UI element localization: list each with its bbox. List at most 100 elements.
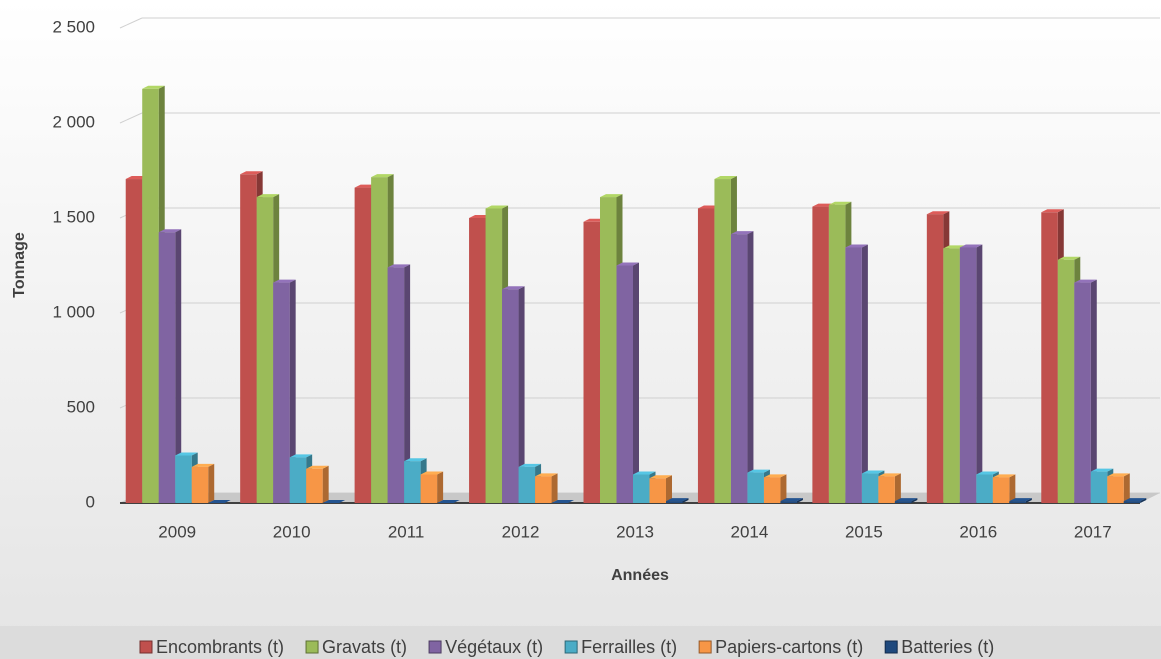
- bar: [616, 265, 633, 503]
- bar-side: [289, 279, 296, 503]
- bar-top: [142, 85, 165, 89]
- bar: [633, 474, 650, 503]
- bar-top: [437, 500, 460, 503]
- bar: [535, 476, 552, 503]
- bar-top: [747, 469, 770, 473]
- bar-top: [926, 211, 950, 215]
- bar-top: [894, 498, 918, 502]
- bar: [583, 221, 600, 504]
- bar-side: [666, 475, 672, 503]
- x-tick-label: 2016: [959, 522, 997, 541]
- bar: [992, 477, 1010, 503]
- bar-side: [208, 463, 215, 503]
- bar-side: [911, 498, 918, 503]
- bar: [125, 179, 143, 504]
- bar: [861, 473, 879, 503]
- legend-band: [0, 626, 1161, 659]
- bar: [828, 204, 846, 503]
- bar-top: [666, 498, 689, 502]
- bar: [142, 88, 159, 504]
- bar-top: [1057, 256, 1081, 260]
- bar: [1123, 501, 1141, 503]
- bar-side: [437, 471, 444, 503]
- bar-top: [780, 498, 803, 502]
- legend-swatch: [564, 640, 578, 654]
- bar: [518, 466, 536, 503]
- bar-top: [175, 452, 198, 456]
- bar: [649, 478, 666, 503]
- bar: [1041, 212, 1058, 504]
- bar: [420, 474, 438, 503]
- bar-side: [976, 244, 983, 503]
- legend-label: Papiers-cartons (t): [715, 637, 863, 657]
- bar-top: [485, 205, 509, 209]
- bar-side: [796, 498, 803, 503]
- bar: [175, 455, 192, 503]
- bar-top: [1123, 498, 1147, 502]
- bar-side: [518, 286, 525, 503]
- legend-swatch: [428, 640, 442, 654]
- bar: [1057, 259, 1075, 503]
- bar-top: [551, 500, 575, 503]
- bar-side: [551, 473, 558, 503]
- bar: [387, 267, 405, 503]
- bar-top: [992, 474, 1016, 478]
- y-tick-label: 2 000: [52, 112, 95, 131]
- bar: [959, 247, 977, 503]
- bar-side: [633, 262, 639, 503]
- bar-side: [747, 231, 754, 503]
- bar: [926, 214, 944, 503]
- bar: [1074, 282, 1091, 503]
- bar: [1107, 476, 1124, 503]
- bar: [763, 477, 781, 503]
- x-tick-label: 2015: [845, 522, 883, 541]
- bar: [943, 248, 960, 503]
- bar: [256, 197, 274, 503]
- bar: [666, 501, 683, 503]
- bar: [273, 282, 290, 503]
- bar-top: [730, 231, 754, 235]
- y-tick-label: 1 500: [52, 207, 95, 226]
- bar: [1090, 471, 1108, 503]
- bar: [240, 174, 257, 504]
- x-tick-label: 2013: [616, 522, 654, 541]
- bar-top: [1107, 473, 1130, 477]
- bar-top: [976, 471, 999, 475]
- bar: [354, 187, 372, 503]
- bar-side: [322, 465, 329, 503]
- bar: [730, 234, 748, 503]
- legend-swatch: [884, 640, 898, 654]
- bar-side: [1090, 279, 1097, 503]
- y-tick-label: 1 000: [52, 302, 95, 321]
- bar: [289, 457, 307, 503]
- bar-top: [959, 244, 983, 248]
- bar-top: [387, 264, 411, 268]
- bar: [469, 218, 486, 503]
- bar: [714, 179, 731, 504]
- bar: [371, 177, 388, 503]
- bar: [780, 501, 797, 503]
- bar-top: [191, 463, 215, 467]
- x-tick-label: 2014: [731, 522, 769, 541]
- bar-top: [273, 279, 296, 283]
- x-tick-label: 2017: [1074, 522, 1112, 541]
- x-tick-label: 2009: [158, 522, 196, 541]
- bar-side: [682, 498, 689, 503]
- bar-top: [649, 475, 672, 479]
- bar-top: [371, 174, 394, 178]
- legend-swatch: [139, 640, 153, 654]
- bar-top: [306, 465, 329, 469]
- legend-swatch: [305, 640, 319, 654]
- bar: [1009, 501, 1026, 503]
- bar-side: [1009, 474, 1016, 503]
- bar-top: [600, 194, 623, 198]
- bar-side: [1025, 498, 1032, 503]
- legend-swatch: [698, 640, 712, 654]
- bar-top: [861, 470, 885, 474]
- y-axis-title: Tonnage: [11, 232, 28, 298]
- bar: [976, 474, 993, 503]
- legend-label: Ferrailles (t): [581, 637, 677, 657]
- bar: [158, 232, 176, 503]
- bar-top: [845, 244, 868, 248]
